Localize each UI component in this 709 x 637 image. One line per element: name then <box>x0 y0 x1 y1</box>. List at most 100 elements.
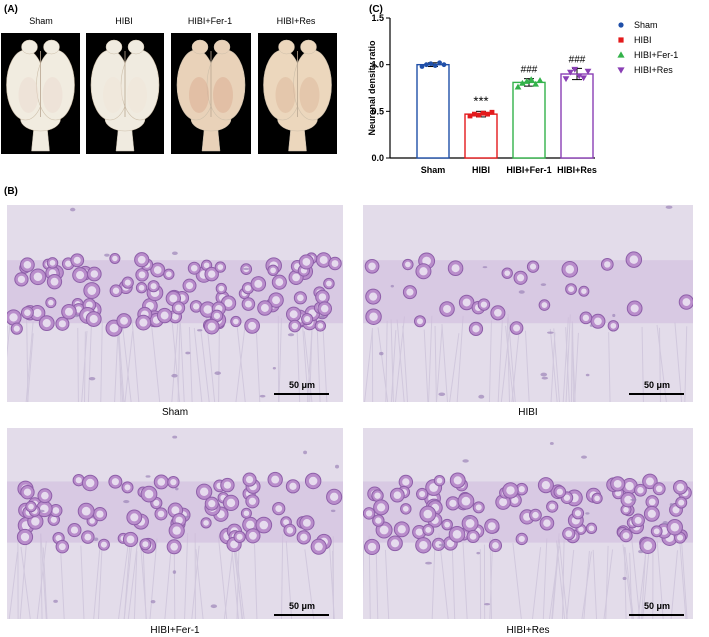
neuron-nucleus <box>615 490 622 497</box>
neuron-nucleus <box>28 503 34 510</box>
fiber-strand <box>423 329 429 402</box>
fiber-strand <box>296 326 301 402</box>
fiber-strand <box>656 540 664 619</box>
glial-cell <box>482 266 488 269</box>
bar <box>464 113 498 159</box>
neuron-nucleus <box>130 513 139 522</box>
scalebar-hibi <box>629 393 684 395</box>
glial-cell <box>172 435 178 439</box>
glial-cell <box>662 521 669 525</box>
left-olfactory-bulb <box>21 39 38 55</box>
scalebar-fer1 <box>274 614 329 616</box>
neuron-nucleus <box>320 304 329 313</box>
glial-cell <box>483 602 491 606</box>
fiber-strand <box>581 551 592 619</box>
x-tick-label: Sham <box>421 165 446 175</box>
legend-label: Sham <box>634 20 658 30</box>
panel-c-label: (C) <box>369 4 383 15</box>
brain-photo-sham <box>1 33 80 154</box>
fiber-strand <box>550 332 556 402</box>
neuron-nucleus <box>157 510 165 518</box>
neuron-nucleus <box>452 529 462 539</box>
neuron-nucleus <box>236 533 243 540</box>
fiber-strand <box>631 536 641 619</box>
neuron-nucleus <box>90 270 99 278</box>
neuron-nucleus <box>120 316 128 325</box>
fiber-strand <box>512 542 522 619</box>
neuron-nucleus <box>75 306 82 313</box>
fiber-strand <box>304 549 315 619</box>
neuron-nucleus <box>425 526 432 533</box>
neuron-nucleus <box>291 322 299 330</box>
glial-cell <box>330 509 336 513</box>
neuron-nucleus <box>172 526 181 535</box>
neuron-nucleus <box>50 277 59 286</box>
neuron-nucleus <box>124 484 131 491</box>
fiber-strand <box>149 538 158 619</box>
neuron-nucleus <box>23 488 32 496</box>
fiber-strand <box>608 332 611 402</box>
neuron-nucleus <box>643 541 653 550</box>
neuron-nucleus <box>518 486 525 493</box>
fiber-strand <box>623 546 627 619</box>
neuron-nucleus <box>112 255 118 262</box>
legend-marker <box>617 67 625 74</box>
neuron-nucleus <box>245 475 254 484</box>
fiber-strand <box>605 545 609 619</box>
neuron-nucleus <box>682 298 691 306</box>
neuron-nucleus <box>648 498 656 506</box>
significance-annotation: *** <box>473 93 488 108</box>
glial-cell <box>585 512 590 515</box>
tint-right <box>213 77 233 113</box>
neuron-nucleus <box>203 520 209 526</box>
fiber-strand <box>390 319 394 402</box>
neuron-nucleus <box>472 325 480 333</box>
fiber-strand <box>570 321 573 402</box>
neuron-nucleus <box>254 279 263 288</box>
neuron-nucleus <box>645 477 654 486</box>
tint-right <box>42 77 63 113</box>
micrograph-sham <box>7 205 343 402</box>
neuron-nucleus <box>70 526 79 534</box>
glial-cell <box>379 351 384 356</box>
fiber-strand <box>678 537 687 619</box>
neuron-nucleus <box>415 528 423 536</box>
fiber-strand <box>164 540 173 619</box>
neuron-nucleus <box>192 303 200 310</box>
neuron-nucleus <box>170 542 179 551</box>
neuron-nucleus <box>637 486 644 494</box>
fiber-strand <box>684 326 688 402</box>
neuron-nucleus <box>634 516 642 524</box>
glial-cell <box>630 498 637 502</box>
fiber-strand <box>674 322 683 402</box>
tint-left <box>103 77 123 113</box>
neuron-nucleus <box>574 510 582 517</box>
neuron-nucleus <box>75 477 82 484</box>
neuron-nucleus <box>419 490 426 498</box>
neuron-nucleus <box>171 506 180 515</box>
glial-cell <box>185 351 191 355</box>
glial-cell <box>335 464 340 469</box>
neuron-nucleus <box>451 264 460 273</box>
neuron-nucleus <box>393 491 402 499</box>
neuron-nucleus <box>33 308 42 318</box>
fiber-strand <box>27 333 34 402</box>
y-axis-title: Neuronal density ratio <box>367 40 377 136</box>
glial-cell <box>464 516 471 520</box>
neuron-nucleus <box>207 270 216 278</box>
neuron-nucleus <box>368 262 376 271</box>
fiber-strand <box>670 550 679 619</box>
neuron-nucleus <box>677 534 684 541</box>
fiber-strand <box>316 327 321 402</box>
neuron-nucleus <box>170 479 177 486</box>
neuron-nucleus <box>518 535 525 543</box>
y-tick-label: 1.5 <box>371 13 384 23</box>
glial-cell <box>390 284 394 288</box>
fiber-strand <box>255 323 261 402</box>
data-point <box>485 111 490 117</box>
neuron-nucleus <box>65 260 72 267</box>
fiber-strand <box>542 538 548 619</box>
glial-cell <box>243 267 250 271</box>
neuron-nucleus <box>260 304 269 312</box>
neuron-nucleus <box>625 481 634 491</box>
